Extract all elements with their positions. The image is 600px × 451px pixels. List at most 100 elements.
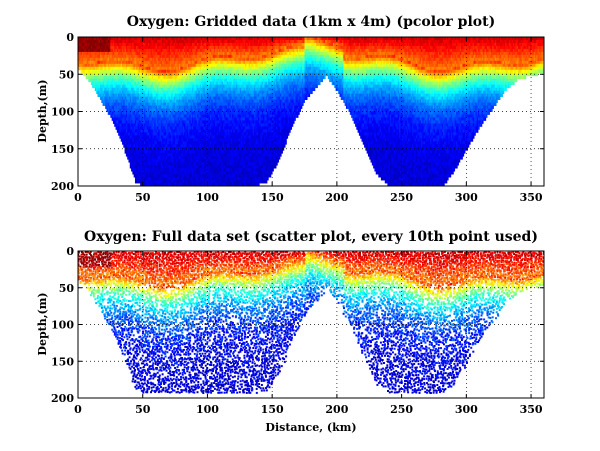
pcolor-cell: [141, 171, 144, 175]
pcolor-cell: [125, 93, 128, 97]
pcolor-cell: [145, 126, 147, 130]
pcolor-cell: [144, 165, 146, 169]
pcolor-cell: [109, 75, 111, 80]
pcolor-cell: [142, 171, 145, 175]
pcolor-cell: [149, 60, 151, 65]
pcolor-cell: [125, 99, 128, 103]
pcolor-cell: [119, 84, 122, 89]
pcolor-cell: [145, 174, 147, 178]
pcolor-cell: [137, 81, 140, 86]
pcolor-cell: [159, 141, 162, 145]
pcolor-cell: [158, 153, 160, 157]
pcolor-cell: [100, 60, 102, 65]
pcolor-cell: [142, 75, 145, 80]
pcolor-cell: [149, 129, 151, 133]
pcolor-cell: [141, 96, 144, 100]
pcolor-cell: [124, 105, 127, 109]
pcolor-cell: [146, 66, 149, 71]
pcolor-cell: [103, 63, 106, 68]
pcolor-cell: [96, 75, 98, 80]
pcolor-cell: [90, 78, 93, 83]
pcolor-cell: [109, 78, 111, 83]
pcolor-cell: [144, 54, 146, 59]
pcolor-cell: [153, 117, 155, 121]
pcolor-cell: [149, 69, 151, 74]
pcolor-cell: [131, 120, 133, 124]
pcolor-cell: [88, 63, 91, 68]
pcolor-cell: [118, 132, 120, 136]
pcolor-cell: [122, 132, 124, 136]
pcolor-cell: [156, 84, 159, 89]
pcolor-cell: [96, 60, 98, 65]
pcolor-cell: [97, 63, 100, 68]
pcolor-cell: [112, 87, 115, 92]
pcolor-cell: [154, 159, 157, 163]
pcolor-cell: [129, 159, 132, 163]
pcolor-cell: [120, 111, 123, 115]
pcolor-cell: [112, 93, 115, 97]
pcolor-cell: [156, 99, 159, 103]
pcolor-cell: [94, 37, 97, 41]
pcolor-cell: [159, 54, 162, 59]
pcolor-cell: [150, 81, 153, 86]
pcolor-cell: [112, 37, 115, 41]
pcolor-cell: [144, 162, 146, 166]
pcolor-cell: [155, 81, 158, 86]
pcolor-cell: [106, 69, 109, 74]
pcolor-cell: [151, 120, 154, 124]
pcolor-cell: [133, 108, 136, 112]
pcolor-cell: [131, 123, 133, 127]
pcolor-cell: [109, 60, 111, 65]
pcolor-cell: [115, 37, 118, 41]
pcolor-cell: [155, 63, 158, 68]
pcolor-cell: [115, 120, 118, 124]
pcolor-cell: [144, 90, 146, 95]
pcolor-cell: [110, 37, 113, 41]
pcolor-cell: [140, 51, 142, 56]
pcolor-cell: [154, 156, 157, 160]
pcolor-cell: [131, 90, 133, 95]
pcolor-cell: [153, 37, 155, 41]
pcolor-cell: [147, 117, 150, 121]
pcolor-cell: [127, 90, 129, 95]
pcolor-cell: [114, 99, 116, 103]
pcolor-cell: [128, 81, 131, 86]
pcolor-cell: [156, 174, 159, 178]
pcolor-cell: [154, 180, 157, 184]
pcolor-cell: [134, 114, 137, 118]
pcolor-cell: [142, 51, 145, 56]
pcolor-cell: [128, 39, 131, 44]
pcolor-cell: [146, 69, 149, 74]
pcolor-cell: [156, 45, 159, 50]
pcolor-cell: [155, 99, 158, 103]
pcolor-cell: [114, 66, 116, 71]
pcolor-cell: [80, 69, 83, 74]
pcolor-cell: [123, 37, 125, 41]
pcolor-cell: [147, 66, 150, 71]
pcolor-cell: [80, 39, 83, 44]
pcolor-cell: [150, 99, 153, 103]
pcolor-cell: [132, 165, 135, 169]
pcolor-cell: [140, 75, 142, 80]
pcolor-cell: [146, 150, 149, 154]
pcolor-cell: [147, 78, 150, 83]
pcolor-cell: [155, 156, 158, 160]
pcolor-cell: [147, 102, 150, 106]
pcolor-cell: [125, 141, 128, 145]
pcolor-cell: [138, 150, 141, 154]
pcolor-cell: [118, 90, 120, 95]
pcolor-cell: [138, 42, 141, 47]
pcolor-cell: [124, 42, 127, 47]
pcolor-cell: [124, 87, 127, 92]
pcolor-cell: [140, 78, 142, 83]
pcolor-cell: [100, 39, 102, 44]
pcolor-cell: [81, 63, 84, 68]
pcolor-cell: [123, 81, 125, 86]
pcolor-cell: [150, 159, 153, 163]
pcolor-cell: [158, 111, 160, 115]
pcolor-cell: [127, 54, 129, 59]
pcolor-cell: [138, 78, 141, 83]
pcolor-cell: [115, 57, 118, 62]
pcolor-cell: [151, 117, 154, 121]
pcolor-cell: [144, 123, 146, 127]
